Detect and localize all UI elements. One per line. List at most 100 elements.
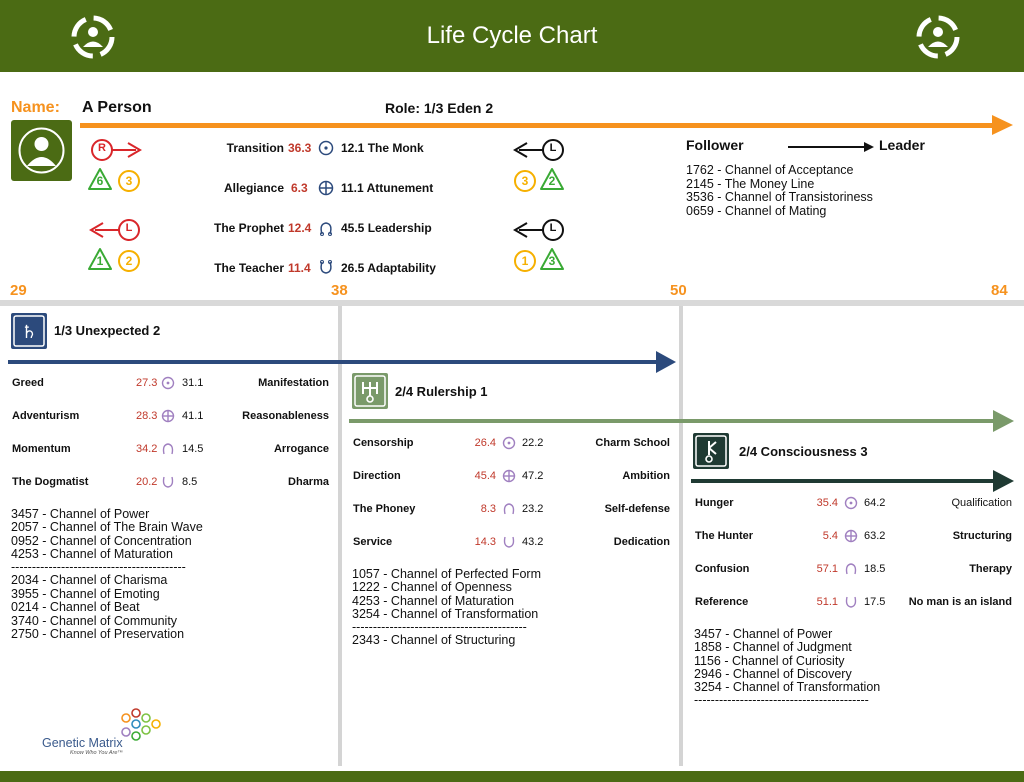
channel-item: 3536 - Channel of Transistoriness bbox=[686, 190, 873, 204]
r-arrow-letter: R bbox=[98, 142, 106, 154]
gate-row-label: Direction bbox=[353, 470, 401, 482]
gate-right: No man is an island bbox=[908, 596, 1012, 608]
sun-icon bbox=[502, 436, 516, 450]
gate-value: 8.5 bbox=[182, 476, 198, 488]
gate-num: 57.1 bbox=[816, 563, 838, 575]
gate-num: 27.3 bbox=[136, 377, 158, 389]
south-node-icon bbox=[318, 260, 334, 276]
chiron-icon bbox=[693, 433, 729, 469]
gate-num: 35.4 bbox=[816, 497, 838, 509]
channel-item: 2145 - The Money Line bbox=[686, 177, 815, 191]
top-row-num: 36.3 bbox=[288, 141, 312, 155]
top-row-value: 45.5 Leadership bbox=[341, 221, 432, 235]
header-bar bbox=[0, 0, 1024, 72]
channel-item: 1057 - Channel of Perfected Form bbox=[352, 567, 541, 581]
circle-badge-icon bbox=[513, 249, 537, 273]
arrow-right-icon bbox=[788, 140, 874, 152]
cycle-logo-icon-right bbox=[913, 12, 963, 62]
r-arrow-icon bbox=[88, 138, 143, 162]
triangle-badge-num: 1 bbox=[96, 254, 104, 268]
gate-right: Self-defense bbox=[604, 503, 670, 515]
sun-icon bbox=[318, 140, 334, 156]
gate-value: 18.5 bbox=[864, 563, 886, 575]
gate-num: 51.1 bbox=[816, 596, 838, 608]
gate-num: 14.3 bbox=[474, 536, 496, 548]
channel-item: 0659 - Channel of Mating bbox=[686, 204, 827, 218]
page-title: Life Cycle Chart bbox=[426, 22, 598, 49]
sun-icon bbox=[844, 496, 858, 510]
earth-icon bbox=[844, 529, 858, 543]
genetic-matrix-logo-icon bbox=[118, 708, 162, 744]
channel-item: 3740 - Channel of Community bbox=[11, 614, 178, 628]
top-row-num: 12.4 bbox=[288, 221, 312, 235]
north-node-icon bbox=[318, 220, 334, 236]
gate-right: Manifestation bbox=[258, 377, 329, 389]
follower-label: Follower bbox=[686, 137, 744, 153]
gate-right: Dedication bbox=[613, 536, 670, 548]
triangle-badge-num: 6 bbox=[96, 174, 104, 188]
gate-row-label: The Hunter bbox=[695, 530, 754, 542]
gate-num: 28.3 bbox=[136, 410, 158, 422]
gate-right: Reasonableness bbox=[242, 410, 329, 422]
channel-item: 0214 - Channel of Beat bbox=[11, 600, 140, 614]
south-node-icon bbox=[502, 535, 516, 549]
south-node-icon bbox=[161, 475, 175, 489]
gate-row-label: The Dogmatist bbox=[12, 476, 89, 488]
timeline-arrow-navy bbox=[8, 351, 676, 373]
gate-row-label: The Phoney bbox=[353, 503, 416, 515]
age-marker: 29 bbox=[10, 282, 27, 299]
gate-right: Qualification bbox=[951, 497, 1012, 509]
l-arrow-icon bbox=[88, 218, 143, 242]
age-marker: 50 bbox=[670, 282, 687, 299]
role-text: Role: 1/3 Eden 2 bbox=[385, 100, 494, 116]
gate-right: Charm School bbox=[595, 437, 670, 449]
uranus-icon bbox=[352, 373, 388, 409]
earth-icon bbox=[502, 469, 516, 483]
avatar bbox=[11, 120, 72, 181]
channel-item: 2750 - Channel of Preservation bbox=[11, 627, 185, 641]
gate-row-label: Service bbox=[353, 536, 393, 548]
gate-value: 31.1 bbox=[182, 377, 204, 389]
top-row-value: 26.5 Adaptability bbox=[341, 261, 436, 275]
gate-value: 14.5 bbox=[182, 443, 204, 455]
l-arrow-letter: L bbox=[549, 222, 557, 234]
circle-badge-icon bbox=[117, 249, 141, 273]
timeline-arrow-sage bbox=[349, 410, 1014, 432]
l-arrow-letter: L bbox=[125, 222, 133, 234]
gate-value: 43.2 bbox=[522, 536, 544, 548]
channel-item: 3254 - Channel of Transformation bbox=[694, 680, 881, 694]
l-arrow-icon bbox=[512, 138, 567, 162]
earth-icon bbox=[161, 409, 175, 423]
gate-value: 22.2 bbox=[522, 437, 544, 449]
channel-divider: ----------------------------------------… bbox=[352, 621, 527, 634]
age-divider bbox=[0, 300, 1024, 306]
gate-value: 23.2 bbox=[522, 503, 544, 515]
channel-item: 1222 - Channel of Openness bbox=[352, 580, 512, 594]
top-row-label: The Teacher bbox=[214, 261, 284, 275]
gate-row-label: Adventurism bbox=[12, 410, 80, 422]
channel-item: 3457 - Channel of Power bbox=[11, 507, 150, 521]
gate-value: 41.1 bbox=[182, 410, 204, 422]
l-arrow-letter: L bbox=[549, 142, 557, 154]
circle-badge-num: 3 bbox=[125, 174, 133, 188]
gate-row-label: Momentum bbox=[12, 443, 71, 455]
top-row-value: 12.1 The Monk bbox=[341, 141, 424, 155]
section-title: 2/4 Consciousness 3 bbox=[739, 444, 868, 459]
gate-num: 5.4 bbox=[822, 530, 838, 542]
channel-divider: ----------------------------------------… bbox=[694, 694, 869, 707]
channel-item: 2034 - Channel of Charisma bbox=[11, 573, 168, 587]
gate-value: 64.2 bbox=[864, 497, 886, 509]
channel-item: 1156 - Channel of Curiosity bbox=[694, 654, 845, 668]
channel-item: 4253 - Channel of Maturation bbox=[11, 547, 173, 561]
gate-row-label: Confusion bbox=[695, 563, 750, 575]
top-row-label: Transition bbox=[226, 141, 284, 155]
gate-row-label: Hunger bbox=[695, 497, 734, 509]
channel-item: 2057 - Channel of The Brain Wave bbox=[11, 520, 203, 534]
gate-num: 34.2 bbox=[136, 443, 158, 455]
channel-item: 0952 - Channel of Concentration bbox=[11, 534, 192, 548]
cycle-logo-icon-left bbox=[68, 12, 118, 62]
channel-divider: ----------------------------------------… bbox=[11, 561, 186, 574]
north-node-icon bbox=[502, 502, 516, 516]
gate-right: Ambition bbox=[622, 470, 670, 482]
triangle-badge-num: 2 bbox=[548, 174, 556, 188]
